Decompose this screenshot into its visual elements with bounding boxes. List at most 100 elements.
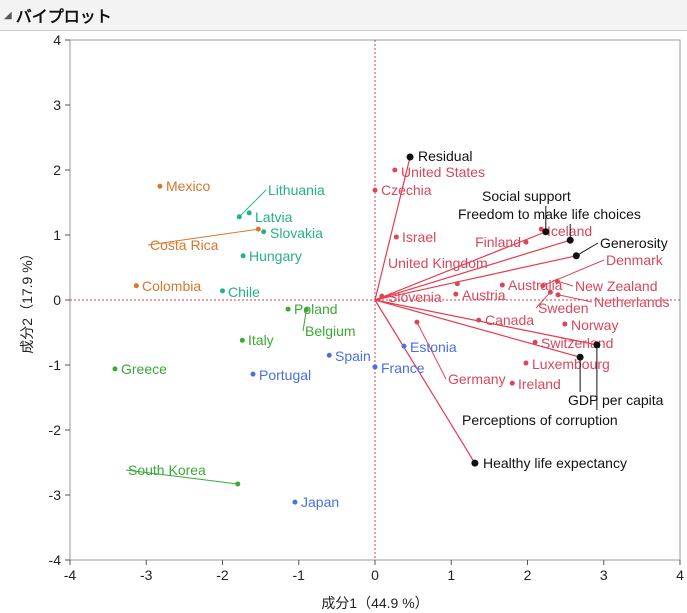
disclosure-triangle-icon[interactable]: ◢: [4, 9, 12, 21]
data-point: [454, 281, 460, 287]
point-label: Japan: [301, 494, 339, 510]
loading-leader-line: [576, 242, 599, 257]
loading-arrow: [374, 255, 577, 301]
point-label: Slovenia: [388, 289, 442, 305]
data-point: [476, 317, 482, 323]
data-point: [393, 234, 399, 240]
y-tick-label: -1: [49, 357, 62, 373]
data-point: [240, 253, 246, 259]
data-point: [236, 214, 242, 220]
point-label: Mexico: [166, 178, 211, 194]
loading-arrow: [374, 299, 598, 346]
point-label: Costa Rica: [150, 237, 219, 253]
y-tick-label: 4: [53, 32, 61, 48]
data-point: [250, 371, 256, 377]
x-axis-label: 成分1（44.9 %）: [321, 595, 428, 611]
point-label: Netherlands: [594, 294, 670, 310]
point-label: Denmark: [606, 252, 664, 268]
x-tick-label: 3: [600, 567, 608, 583]
x-tick-label: 0: [371, 567, 379, 583]
point-label: Sweden: [538, 300, 589, 316]
point-label: Estonia: [410, 339, 457, 355]
point-label: Chile: [228, 284, 260, 300]
label-leader-line: [416, 321, 447, 380]
label-leader-line: [302, 309, 307, 332]
data-point: [532, 339, 538, 345]
point-label: Canada: [485, 312, 534, 328]
x-tick-label: 1: [447, 567, 455, 583]
report-header: ◢ バイプロット: [0, 0, 687, 31]
point-label: Finland: [475, 234, 521, 250]
loading-label: Residual: [418, 148, 472, 164]
loading-label: Freedom to make life choices: [458, 206, 641, 222]
data-point: [285, 306, 291, 312]
loading-label: Perceptions of corruption: [462, 412, 618, 428]
x-tick-label: -3: [140, 567, 153, 583]
y-tick-label: -2: [49, 422, 62, 438]
data-point: [547, 289, 553, 295]
label-leader-line: [125, 469, 238, 485]
point-label: Hungary: [249, 248, 302, 264]
y-tick-label: 0: [53, 292, 61, 308]
point-label: Austria: [462, 287, 506, 303]
loading-arrow: [374, 299, 476, 464]
data-point: [453, 291, 459, 297]
data-point: [220, 288, 225, 294]
point-label: Spain: [335, 348, 371, 364]
data-point: [372, 364, 378, 370]
y-tick-label: 1: [53, 227, 61, 243]
point-label: Greece: [121, 361, 167, 377]
y-tick-label: 3: [53, 97, 61, 113]
point-label: Portugal: [259, 367, 311, 383]
data-point: [112, 366, 118, 372]
loading-endpoint: [471, 459, 479, 467]
data-point: [239, 337, 245, 343]
x-tick-label: -1: [293, 567, 306, 583]
loading-label: Healthy life expectancy: [483, 455, 627, 471]
y-axis-label: 成分2（17.9 %）: [19, 246, 35, 353]
data-point: [523, 360, 529, 366]
data-point: [292, 499, 298, 505]
x-tick-label: 4: [676, 567, 684, 583]
point-label: Luxembourg: [532, 356, 610, 372]
point-label: South Korea: [128, 462, 206, 478]
loading-arrow: [374, 156, 411, 301]
data-point: [261, 229, 267, 235]
point-label: United States: [401, 164, 485, 180]
data-point: [133, 283, 139, 289]
data-point: [540, 283, 546, 289]
y-tick-label: -3: [49, 487, 62, 503]
point-label: Slovakia: [270, 225, 323, 241]
point-label: Lithuania: [268, 182, 325, 198]
point-label: Latvia: [255, 209, 293, 225]
data-point: [538, 226, 544, 232]
label-leader-line: [557, 294, 593, 303]
data-point: [246, 210, 252, 216]
point-label: Italy: [248, 332, 274, 348]
loading-endpoint: [406, 153, 414, 161]
point-label: New Zealand: [575, 278, 658, 294]
point-label: Colombia: [142, 278, 201, 294]
label-leader-line: [238, 189, 267, 218]
point-label: Germany: [448, 371, 506, 387]
x-tick-label: -2: [216, 567, 229, 583]
report-title: バイプロット: [15, 9, 112, 26]
data-point: [414, 319, 420, 325]
data-point: [562, 321, 568, 327]
data-point: [499, 282, 505, 288]
point-label: Belgium: [305, 323, 356, 339]
loading-arrow: [374, 231, 547, 301]
data-point: [326, 352, 332, 358]
data-point: [235, 481, 241, 487]
point-label: Czechia: [381, 182, 432, 198]
x-tick-label: 2: [524, 567, 532, 583]
data-point: [157, 183, 163, 189]
data-point: [555, 292, 561, 298]
data-point: [372, 187, 378, 193]
data-point: [379, 293, 385, 299]
loading-label: Social support: [482, 188, 571, 204]
point-label: Australia: [508, 277, 563, 293]
y-tick-label: -4: [49, 552, 62, 568]
